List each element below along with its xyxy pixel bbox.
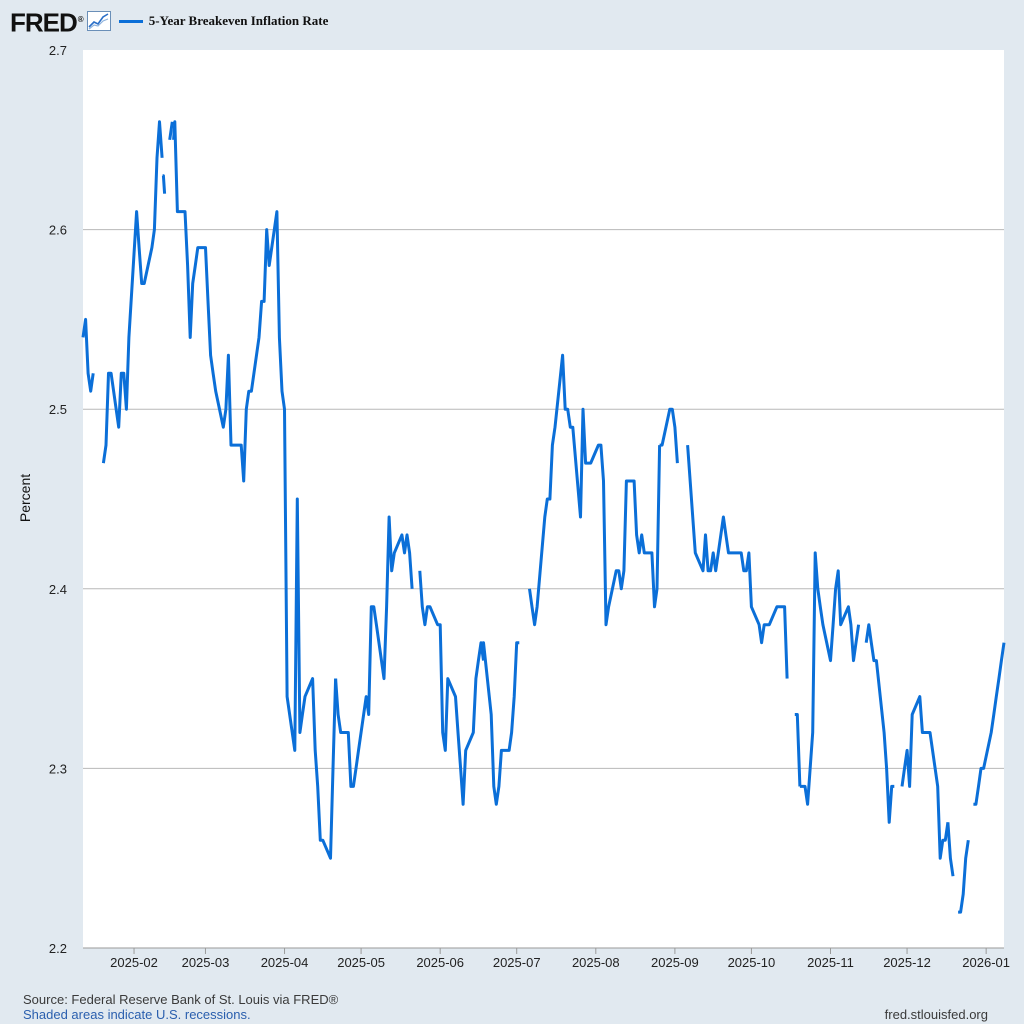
series-line-segment[interactable] xyxy=(946,822,955,877)
series-line-segment[interactable] xyxy=(794,713,802,787)
legend[interactable]: 5-Year Breakeven Inflation Rate xyxy=(118,13,329,29)
series-line-segment[interactable] xyxy=(161,174,167,194)
x-tick-label: 2025-04 xyxy=(261,955,309,970)
fred-logo-reg: ® xyxy=(77,14,84,24)
series-line-segment[interactable] xyxy=(659,407,679,464)
y-axis-label: Percent xyxy=(17,474,33,522)
legend-swatch xyxy=(118,19,143,23)
x-tick-label: 2025-05 xyxy=(337,955,385,970)
x-tick-label: 2025-02 xyxy=(110,955,158,970)
y-tick-label: 2.6 xyxy=(49,223,67,238)
header: FRED® 5-Year Breakeven Inflation Rate xyxy=(10,5,329,38)
chart-trend-icon xyxy=(86,11,111,31)
x-tick-label: 2026-01 xyxy=(962,955,1010,970)
series-line-segment[interactable] xyxy=(686,444,789,679)
x-tick-label: 2025-06 xyxy=(416,955,464,970)
x-tick-label: 2025-07 xyxy=(493,955,541,970)
y-tick-label: 2.2 xyxy=(49,941,67,956)
y-tick-label: 2.3 xyxy=(49,761,67,776)
y-tick-label: 2.5 xyxy=(49,402,67,417)
x-tick-label: 2025-12 xyxy=(883,955,931,970)
series-line-segment[interactable] xyxy=(168,121,174,141)
series-line-segment[interactable] xyxy=(799,551,861,806)
fred-logo[interactable]: FRED® xyxy=(10,5,84,38)
y-tick-label: 2.7 xyxy=(49,43,67,58)
series-line-segment[interactable] xyxy=(418,570,485,806)
series-line-segment[interactable] xyxy=(864,623,895,824)
source-note: Source: Federal Reserve Bank of St. Loui… xyxy=(23,992,339,1007)
fred-logo-text: FRED xyxy=(10,7,78,38)
series-line-segment[interactable] xyxy=(81,317,95,393)
series-line-segment[interactable] xyxy=(958,839,970,914)
x-tick-label: 2025-11 xyxy=(807,955,854,970)
plot-background xyxy=(83,50,1004,948)
x-tick-label: 2025-08 xyxy=(572,955,620,970)
series-line-segment[interactable] xyxy=(528,353,662,627)
series-line-segment[interactable] xyxy=(973,642,1006,806)
recession-note: Shaded areas indicate U.S. recessions. xyxy=(23,1007,251,1022)
series-line-segment[interactable] xyxy=(334,515,414,788)
series-line-segment[interactable] xyxy=(900,695,950,860)
x-tick-label: 2025-10 xyxy=(728,955,776,970)
y-tick-label: 2.4 xyxy=(49,582,67,597)
x-tick-label: 2025-09 xyxy=(651,955,699,970)
legend-label: 5-Year Breakeven Inflation Rate xyxy=(148,13,329,28)
x-tick-label: 2025-03 xyxy=(182,955,230,970)
series-line-segment[interactable] xyxy=(482,641,520,806)
series-line-segment[interactable] xyxy=(172,120,338,860)
series-line-segment[interactable] xyxy=(101,120,164,464)
fred-url[interactable]: fred.stlouisfed.org xyxy=(884,1007,988,1022)
